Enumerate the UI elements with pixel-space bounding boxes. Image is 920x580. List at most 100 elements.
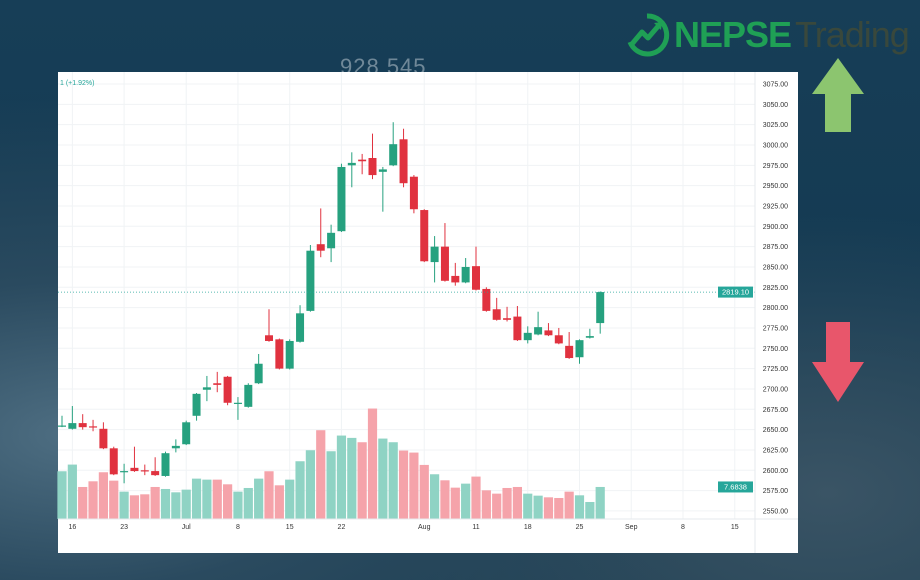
volume-bar: [285, 479, 295, 519]
candle-body: [472, 266, 480, 290]
last-volume-tag: 7.6838: [718, 481, 753, 493]
volume-bar: [274, 485, 284, 519]
volume-bar: [57, 471, 67, 519]
volume-bar: [357, 442, 367, 519]
volume-bar: [264, 471, 274, 519]
y-tick-label: 2725.00: [763, 366, 788, 373]
candle-body: [78, 423, 87, 428]
last-volume-label: 7.6838: [724, 483, 747, 492]
candle-body: [130, 467, 139, 472]
volume-bar: [119, 491, 129, 519]
volume-bar: [233, 491, 243, 519]
y-tick-label: 2950.00: [763, 183, 788, 190]
x-tick-label: 8: [236, 524, 240, 531]
volume-bar: [502, 487, 512, 519]
down-arrow-icon: [812, 322, 864, 402]
candle-body: [89, 426, 98, 428]
y-tick-label: 3075.00: [763, 82, 788, 89]
volume-bar: [564, 491, 574, 519]
y-tick-label: 3000.00: [763, 142, 788, 149]
volume-bar: [109, 480, 119, 519]
volume-bar: [160, 488, 171, 519]
volume-bar: [191, 478, 202, 519]
candle-body: [192, 393, 201, 416]
y-tick-label: 2675.00: [763, 407, 788, 414]
volume-bar: [461, 483, 471, 519]
candle-body: [68, 423, 77, 429]
volume-bar: [419, 464, 429, 519]
y-tick-label: 2875.00: [763, 244, 788, 251]
candle-body: [596, 292, 605, 324]
x-tick-label: 8: [681, 524, 685, 531]
volume-bar: [543, 497, 554, 519]
last-price-tag: 2819.10: [718, 286, 753, 298]
volume-bar: [471, 476, 481, 519]
candle-body: [58, 425, 66, 427]
candle-body: [306, 250, 315, 311]
candle-body: [534, 327, 543, 335]
volume-bar: [254, 478, 264, 519]
y-tick-label: 3050.00: [763, 102, 788, 109]
volume-bar: [336, 435, 347, 519]
candle-body: [575, 340, 584, 358]
volume-bar: [574, 495, 585, 519]
x-tick-label: Jul: [182, 524, 191, 531]
y-tick-label: 2925.00: [763, 203, 788, 210]
volume-bar: [450, 487, 460, 519]
candlestick-series: [58, 122, 605, 484]
volume-bar: [388, 442, 398, 519]
candle-body: [254, 363, 263, 384]
candle-body: [316, 244, 325, 251]
volume-bar: [430, 474, 440, 519]
brand-logo: NEPSE Trading: [624, 12, 910, 58]
last-price-label: 2819.10: [722, 288, 749, 297]
x-tick-label: Sep: [625, 524, 638, 531]
volume-bar: [409, 452, 419, 519]
volume-bar: [305, 450, 315, 519]
candle-body: [554, 335, 563, 344]
candle-body: [99, 428, 108, 449]
candle-body: [358, 159, 367, 162]
volume-bar: [140, 494, 150, 519]
x-tick-label: 15: [286, 524, 294, 531]
candle-body: [182, 422, 191, 445]
volume-bar: [512, 486, 522, 519]
volume-bar: [398, 450, 409, 519]
candle-body: [430, 246, 439, 263]
candle-body: [503, 318, 512, 320]
candle-body: [368, 158, 377, 176]
candle-body: [233, 402, 242, 404]
volume-bar: [316, 430, 326, 519]
volume-bar: [98, 472, 108, 519]
x-tick-label: 11: [472, 524, 479, 531]
volume-bar: [440, 480, 450, 519]
candle-body: [140, 470, 149, 472]
y-tick-label: 3025.00: [763, 122, 788, 129]
brand-name-light: Trading: [795, 14, 910, 55]
price-axis[interactable]: 2550.00 2575.00 2600.00 2625.00 2650.00 2675.…: [754, 72, 788, 553]
candle-body: [482, 288, 491, 311]
candle-body: [213, 383, 222, 385]
candle-body: [327, 232, 336, 249]
volume-bar: [585, 501, 595, 519]
candle-body: [275, 339, 284, 369]
y-tick-label: 2900.00: [763, 224, 788, 231]
candle-body: [399, 139, 408, 184]
candle-body: [461, 266, 470, 283]
candle-body: [492, 309, 501, 320]
time-axis[interactable]: 16 23 Jul 8 15 22 Aug 11 18 25 Sep 8 15: [58, 518, 798, 531]
y-tick-label: 2775.00: [763, 325, 788, 332]
volume-bar: [554, 497, 564, 519]
candle-body: [223, 376, 232, 403]
candle-body: [565, 345, 574, 359]
x-tick-label: 23: [120, 524, 128, 531]
volume-bar: [88, 481, 98, 519]
volume-bars: [57, 408, 605, 519]
volume-bar: [202, 479, 212, 519]
x-tick-label: 25: [576, 524, 584, 531]
y-tick-label: 2800.00: [763, 305, 788, 312]
volume-bar: [367, 408, 378, 519]
candle-body: [109, 448, 118, 475]
volume-bar: [523, 493, 533, 519]
y-tick-label: 2625.00: [763, 447, 788, 454]
